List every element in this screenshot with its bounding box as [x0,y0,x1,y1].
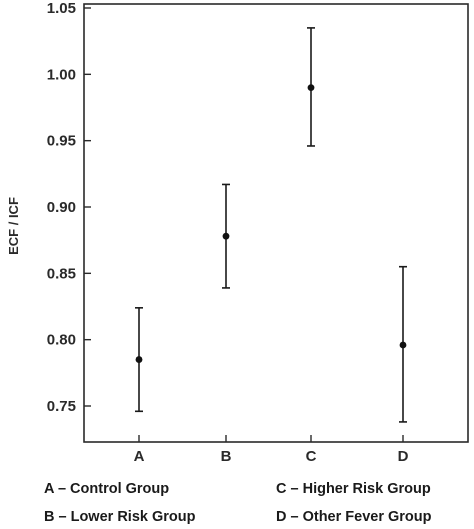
x-tick-label-a: A [134,448,145,465]
mean-point-d [399,341,407,349]
y-tick-label: 1.00 [47,66,76,83]
y-tick-label: 0.85 [47,265,76,282]
y-tick-label: 0.90 [47,199,76,216]
y-axis: 0.75 0.80 0.85 0.90 0.95 1.00 1.05 [47,0,91,415]
y-tick-label: 0.75 [47,398,76,415]
legend-entry-c: C – Higher Risk Group [276,481,431,497]
y-tick-label: 0.95 [47,133,76,150]
error-bar-d [399,265,407,423]
x-tick-label-d: D [398,448,409,465]
mean-point-c [307,84,315,91]
y-tick-label: 0.80 [47,332,76,349]
mean-point-b [222,232,230,240]
legend-entry-b: B – Lower Risk Group [44,509,196,525]
error-bar-a [135,307,143,413]
mean-point-a [135,356,143,363]
error-bar-c [307,27,315,147]
x-tick-label-c: C [306,448,317,465]
x-axis: A B C D [134,435,409,465]
legend: A – Control Group C – Higher Risk Group … [44,481,432,525]
plot-frame [83,3,469,443]
data-marks [135,27,407,423]
error-bar-b [222,183,230,289]
legend-entry-d: D – Other Fever Group [276,509,432,525]
y-tick-label: 1.05 [47,0,76,17]
y-axis-title: ECF / ICF [6,197,21,255]
legend-entry-a: A – Control Group [44,481,169,497]
x-tick-label-b: B [221,448,232,465]
